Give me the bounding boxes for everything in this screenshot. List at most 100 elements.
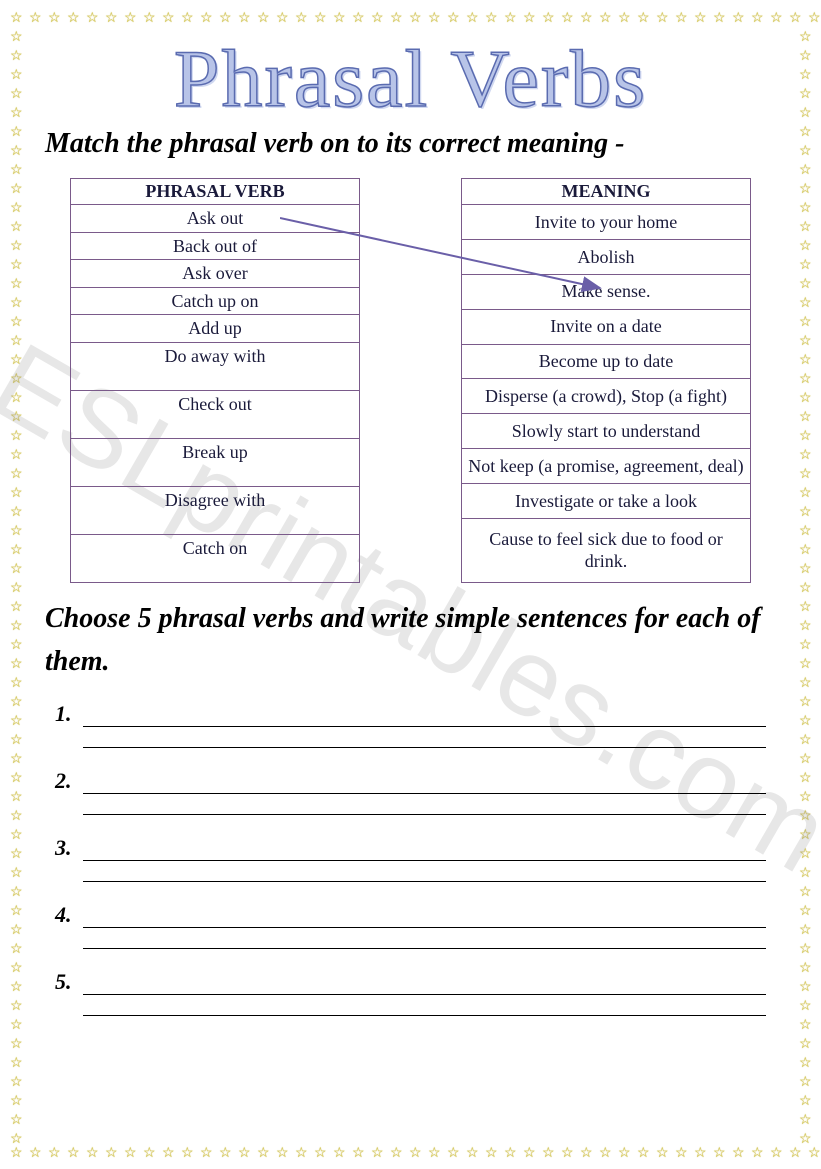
star-icon: ☆ [523, 10, 536, 27]
star-icon: ☆ [799, 941, 812, 958]
star-icon: ☆ [10, 29, 23, 46]
meaning-table: MEANING Invite to your homeAbolishMake s… [461, 178, 751, 583]
star-icon: ☆ [799, 1112, 812, 1129]
star-icon: ☆ [656, 1145, 669, 1162]
star-icon: ☆ [799, 1036, 812, 1053]
star-icon: ☆ [799, 903, 812, 920]
star-icon: ☆ [799, 827, 812, 844]
star-icon: ☆ [10, 219, 23, 236]
sentence-block: 4. [55, 902, 766, 949]
star-icon: ☆ [10, 561, 23, 578]
star-icon: ☆ [799, 694, 812, 711]
star-icon: ☆ [162, 1145, 175, 1162]
star-icon: ☆ [10, 960, 23, 977]
star-icon: ☆ [219, 1145, 232, 1162]
star-icon: ☆ [10, 865, 23, 882]
star-icon: ☆ [314, 10, 327, 27]
star-icon: ☆ [10, 618, 23, 635]
star-icon: ☆ [10, 694, 23, 711]
star-icon: ☆ [409, 1145, 422, 1162]
star-icon: ☆ [770, 1145, 783, 1162]
meaning-cell: Become up to date [462, 344, 751, 379]
star-icon: ☆ [799, 466, 812, 483]
writing-line[interactable] [83, 747, 766, 748]
star-icon: ☆ [10, 656, 23, 673]
star-icon: ☆ [352, 10, 365, 27]
star-icon: ☆ [504, 10, 517, 27]
phrasal-verb-cell: Ask over [71, 260, 360, 288]
star-icon: ☆ [694, 10, 707, 27]
star-icon: ☆ [751, 1145, 764, 1162]
star-icon: ☆ [799, 865, 812, 882]
star-icon: ☆ [542, 10, 555, 27]
star-icon: ☆ [10, 1131, 23, 1148]
phrasal-verb-cell: Check out [71, 390, 360, 438]
star-icon: ☆ [10, 637, 23, 654]
star-icon: ☆ [799, 143, 812, 160]
star-icon: ☆ [799, 371, 812, 388]
star-icon: ☆ [799, 998, 812, 1015]
sentence-number: 3. [55, 835, 79, 861]
star-icon: ☆ [799, 390, 812, 407]
star-icon: ☆ [799, 504, 812, 521]
instruction-match: Match the phrasal verb on to its correct… [45, 128, 776, 160]
star-icon: ☆ [390, 1145, 403, 1162]
star-icon: ☆ [295, 10, 308, 27]
star-icon: ☆ [656, 10, 669, 27]
star-icon: ☆ [799, 352, 812, 369]
writing-line[interactable] [83, 860, 766, 861]
sentence-block: 3. [55, 835, 766, 882]
star-icon: ☆ [485, 1145, 498, 1162]
writing-line[interactable] [83, 726, 766, 727]
star-icon: ☆ [29, 1145, 42, 1162]
star-icon: ☆ [694, 1145, 707, 1162]
star-icon: ☆ [10, 428, 23, 445]
writing-line[interactable] [83, 793, 766, 794]
star-icon: ☆ [799, 1017, 812, 1034]
star-icon: ☆ [618, 10, 631, 27]
star-icon: ☆ [200, 1145, 213, 1162]
star-icon: ☆ [799, 257, 812, 274]
star-icon: ☆ [257, 1145, 270, 1162]
star-icon: ☆ [276, 1145, 289, 1162]
star-icon: ☆ [799, 105, 812, 122]
phrasal-verb-cell: Add up [71, 315, 360, 343]
writing-line[interactable] [83, 948, 766, 949]
star-icon: ☆ [542, 1145, 555, 1162]
writing-line[interactable] [83, 881, 766, 882]
star-icon: ☆ [599, 10, 612, 27]
star-icon: ☆ [10, 1112, 23, 1129]
star-icon: ☆ [504, 1145, 517, 1162]
star-icon: ☆ [799, 67, 812, 84]
star-icon: ☆ [105, 10, 118, 27]
star-icon: ☆ [799, 922, 812, 939]
star-icon: ☆ [200, 10, 213, 27]
phrasal-verb-cell: Catch on [71, 534, 360, 582]
star-icon: ☆ [10, 48, 23, 65]
writing-line[interactable] [83, 814, 766, 815]
star-icon: ☆ [808, 1145, 821, 1162]
star-icon: ☆ [295, 1145, 308, 1162]
star-icon: ☆ [799, 295, 812, 312]
star-icon: ☆ [799, 238, 812, 255]
star-icon: ☆ [799, 979, 812, 996]
star-icon: ☆ [10, 998, 23, 1015]
star-icon: ☆ [10, 523, 23, 540]
star-icon: ☆ [799, 599, 812, 616]
star-icon: ☆ [10, 390, 23, 407]
star-icon: ☆ [675, 1145, 688, 1162]
star-icon: ☆ [799, 162, 812, 179]
writing-line[interactable] [83, 994, 766, 995]
star-icon: ☆ [799, 808, 812, 825]
writing-line[interactable] [83, 927, 766, 928]
meaning-cell: Disperse (a crowd), Stop (a fight) [462, 379, 751, 414]
star-icon: ☆ [10, 675, 23, 692]
writing-line[interactable] [83, 1015, 766, 1016]
star-icon: ☆ [10, 238, 23, 255]
star-icon: ☆ [799, 542, 812, 559]
tables-container: PHRASAL VERB Ask outBack out ofAsk overC… [45, 178, 776, 583]
star-icon: ☆ [10, 827, 23, 844]
star-icon: ☆ [10, 504, 23, 521]
star-icon: ☆ [732, 1145, 745, 1162]
star-icon: ☆ [314, 1145, 327, 1162]
